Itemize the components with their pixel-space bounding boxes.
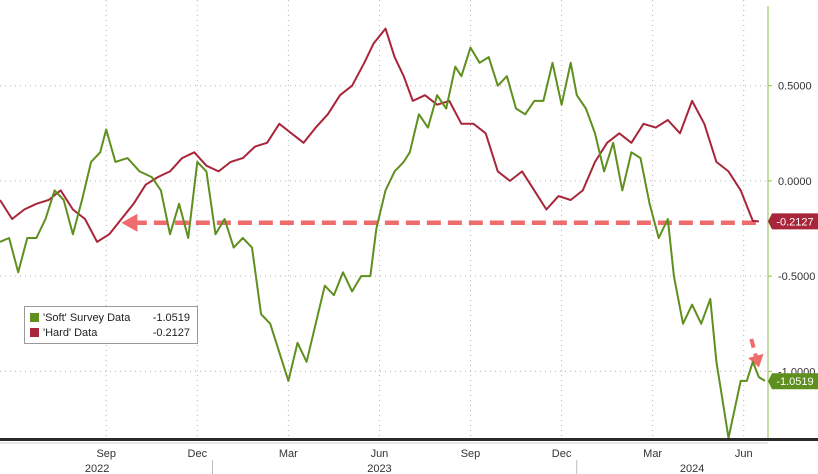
last-value-label: -1.0519 — [776, 376, 813, 388]
legend-value-hard: -0.2127 — [152, 327, 190, 339]
last-value-labels: -0.2127 -1.0519 — [768, 213, 818, 390]
legend-entry-hard: 'Hard' Data -0.2127 — [30, 326, 192, 340]
last-value-badge — [768, 213, 818, 230]
x-tick-label: Dec — [188, 448, 208, 460]
x-tick-label: Mar — [279, 448, 298, 460]
y-tick-label: 0.5000 — [778, 81, 812, 93]
x-tick-label: Jun — [735, 448, 753, 460]
x-tick-label: Mar — [643, 448, 662, 460]
year-label: 2023 — [367, 463, 391, 474]
y-tick-label: -0.5000 — [778, 271, 815, 283]
annotation-arrow-shaft — [749, 338, 758, 357]
series-lines — [0, 27, 766, 439]
legend-value-soft: -1.0519 — [152, 312, 190, 324]
last-value-badge — [768, 373, 818, 390]
series-line-hard — [0, 27, 759, 243]
year-label: 2022 — [85, 463, 109, 474]
year-label: 2024 — [680, 463, 704, 474]
series-line-soft — [0, 46, 766, 439]
legend-swatch-hard — [30, 328, 39, 337]
y-tick-label: 0.0000 — [778, 176, 812, 188]
legend-entry-soft: 'Soft' Survey Data -1.0519 — [30, 311, 192, 325]
gridlines — [0, 0, 768, 438]
x-tick-label: Dec — [552, 448, 572, 460]
annotation-arrow-head — [121, 213, 138, 232]
x-tick-label: Sep — [96, 448, 116, 460]
legend-label-hard: 'Hard' Data — [43, 327, 98, 339]
legend-label-soft: 'Soft' Survey Data — [43, 312, 131, 324]
x-axis: Sep Dec Mar Jun Sep Dec Mar Jun 2022 2023 2024 — [0, 438, 818, 474]
x-tick-label: Jun — [371, 448, 389, 460]
x-axis-bar — [0, 438, 818, 441]
last-value-label: -0.2127 — [776, 216, 813, 228]
legend-swatch-soft — [30, 313, 39, 322]
legend: 'Soft' Survey Data -1.0519 'Hard' Data -… — [24, 306, 198, 344]
annotation-arrows — [121, 213, 764, 368]
x-tick-label: Sep — [461, 448, 481, 460]
annotation-arrow-head — [748, 353, 764, 368]
